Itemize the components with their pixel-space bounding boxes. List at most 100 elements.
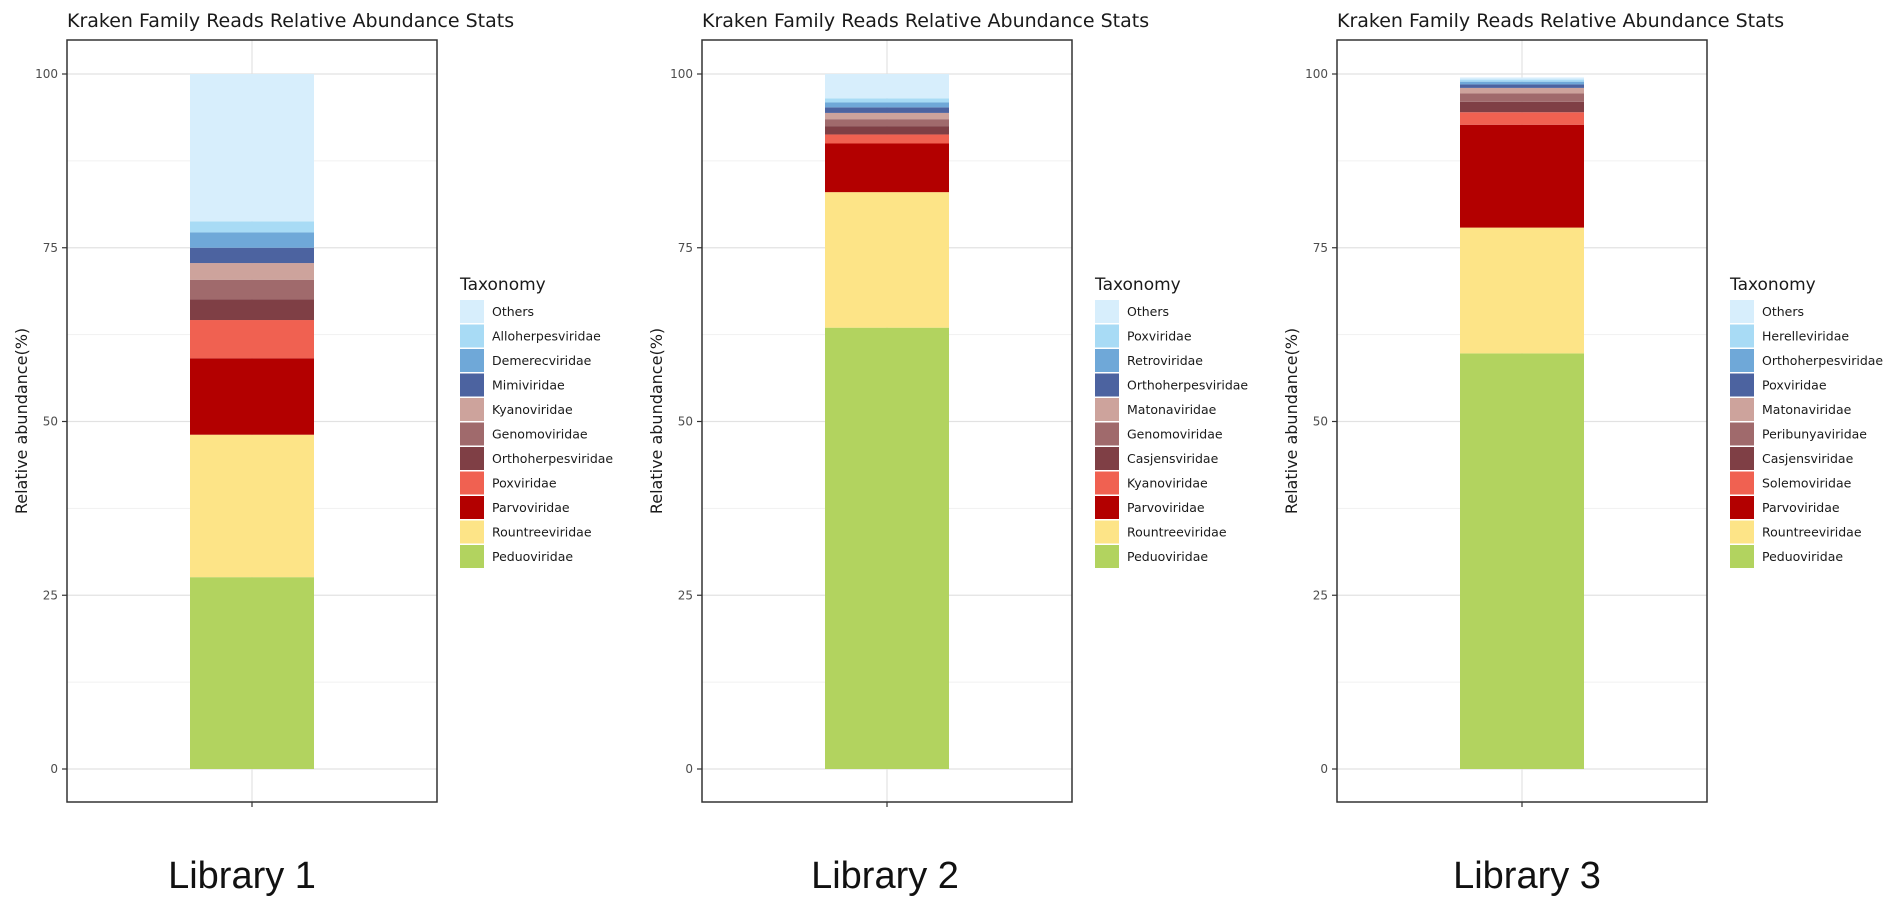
bar-segment-mimiviridae	[190, 247, 314, 264]
legend-label: Peduoviridae	[1762, 549, 1843, 564]
bar-segment-poxviridae	[1460, 84, 1584, 88]
legend-label: Retroviridae	[1127, 353, 1203, 368]
bar-segment-orthoherpesviridae	[190, 299, 314, 321]
chart-panel-2: Kraken Family Reads Relative Abundance S…	[647, 10, 1248, 807]
y-axis-label: Relative abundance(%)	[647, 328, 666, 514]
bar-segment-retroviridae	[825, 102, 949, 108]
legend-title: Taxonomy	[459, 275, 546, 295]
legend-swatch	[1095, 300, 1119, 323]
legend-label: Alloherpesviridae	[492, 329, 601, 344]
y-tick-label: 0	[50, 762, 58, 776]
y-axis-label: Relative abundance(%)	[12, 328, 31, 514]
library-2-label: Library 2	[811, 855, 959, 897]
legend-swatch	[1730, 447, 1754, 470]
legend-swatch	[460, 520, 484, 544]
legend-label: Orthoherpesviridae	[492, 451, 613, 466]
y-tick-label: 100	[670, 67, 693, 81]
legend-swatch	[1095, 373, 1119, 397]
legend-label: Kyanoviridae	[1127, 476, 1208, 491]
legend-label: Others	[1762, 304, 1804, 319]
legend-label: Genomoviridae	[492, 427, 588, 442]
bar-segment-others	[1460, 77, 1584, 80]
bar-segment-others	[825, 74, 949, 99]
bar-segment-alloherpesviridae	[190, 221, 314, 233]
legend-swatch	[1730, 324, 1754, 348]
y-tick-label: 0	[685, 762, 693, 776]
y-tick-label: 25	[1313, 588, 1328, 602]
bar-segment-matonaviridae	[825, 112, 949, 120]
bar-segment-kyanoviridae	[190, 263, 314, 280]
legend-swatch	[1730, 520, 1754, 544]
legend-swatch	[460, 398, 484, 421]
bar-segment-demerecviridae	[190, 232, 314, 248]
legend-label: Parvoviridae	[1762, 500, 1840, 515]
legend-swatch	[1095, 349, 1119, 372]
bar-segment-rountreeviridae	[825, 192, 949, 328]
legend-label: Rountreeviridae	[1127, 525, 1227, 540]
legend-label: Orthoherpesviridae	[1127, 378, 1248, 393]
bar-segment-genomoviridae	[190, 279, 314, 300]
y-tick-label: 100	[1305, 67, 1328, 81]
legend-swatch	[1095, 422, 1119, 446]
legend-label: Peduoviridae	[492, 549, 573, 564]
legend-label: Rountreeviridae	[1762, 525, 1862, 540]
legend-swatch	[1095, 545, 1119, 568]
legend-label: Poxviridae	[1762, 378, 1827, 393]
legend-swatch	[1095, 324, 1119, 348]
bar-segment-rountreeviridae	[190, 434, 314, 578]
bar-segment-others	[190, 74, 314, 222]
legend-label: Poxviridae	[1127, 329, 1192, 344]
legend-swatch	[460, 422, 484, 446]
legend-swatch	[460, 447, 484, 470]
legend-swatch	[1730, 422, 1754, 446]
legend-swatch	[1095, 520, 1119, 544]
bar-segment-kyanoviridae	[825, 134, 949, 144]
bar-segment-peduoviridae	[1460, 353, 1584, 769]
legend-label: Casjensviridae	[1127, 451, 1219, 466]
legend-label: Poxviridae	[492, 476, 557, 491]
legend-label: Orthoherpesviridae	[1762, 353, 1883, 368]
legend-label: Demerecviridae	[492, 353, 592, 368]
legend-swatch	[1730, 373, 1754, 397]
legend-swatch	[1730, 349, 1754, 372]
legend-swatch	[460, 373, 484, 397]
bar-segment-solemoviridae	[1460, 112, 1584, 125]
legend-swatch	[1730, 545, 1754, 568]
chart-title: Kraken Family Reads Relative Abundance S…	[67, 10, 514, 32]
y-tick-label: 50	[43, 415, 58, 429]
legend-label: Mimiviridae	[492, 378, 565, 393]
y-tick-label: 50	[678, 415, 693, 429]
legend-title: Taxonomy	[1094, 275, 1181, 295]
legend-swatch	[1095, 471, 1119, 495]
bar-segment-casjensviridae	[1460, 101, 1584, 113]
y-tick-label: 0	[1320, 762, 1328, 776]
bar-segment-poxviridae	[190, 320, 314, 359]
chart-panel-1: Kraken Family Reads Relative Abundance S…	[12, 10, 613, 807]
legend-swatch	[460, 300, 484, 323]
bar-segment-orthoherpesviridae	[1460, 81, 1584, 85]
legend-swatch	[1730, 300, 1754, 323]
legend-label: Kyanoviridae	[492, 402, 573, 417]
legend-swatch	[1730, 471, 1754, 495]
bar-segment-rountreeviridae	[1460, 227, 1584, 354]
legend-label: Solemoviridae	[1762, 476, 1852, 491]
legend-swatch	[460, 496, 484, 519]
bar-segment-peduoviridae	[190, 577, 314, 769]
bar-segment-parvoviridae	[825, 143, 949, 193]
library-1-label: Library 1	[168, 855, 316, 897]
y-tick-label: 25	[43, 588, 58, 602]
legend-swatch	[1095, 447, 1119, 470]
legend-label: Genomoviridae	[1127, 427, 1223, 442]
legend-title: Taxonomy	[1729, 275, 1816, 295]
y-tick-label: 25	[678, 588, 693, 602]
legend-swatch	[460, 324, 484, 348]
chart-title: Kraken Family Reads Relative Abundance S…	[702, 10, 1149, 32]
y-axis-label: Relative abundance(%)	[1282, 328, 1301, 514]
bar-segment-poxviridae	[825, 98, 949, 103]
library-3-label: Library 3	[1453, 855, 1601, 897]
legend-label: Others	[492, 304, 534, 319]
legend-label: Matonaviridae	[1127, 402, 1217, 417]
legend-swatch	[1095, 496, 1119, 519]
legend-label: Others	[1127, 304, 1169, 319]
legend-swatch	[460, 471, 484, 495]
